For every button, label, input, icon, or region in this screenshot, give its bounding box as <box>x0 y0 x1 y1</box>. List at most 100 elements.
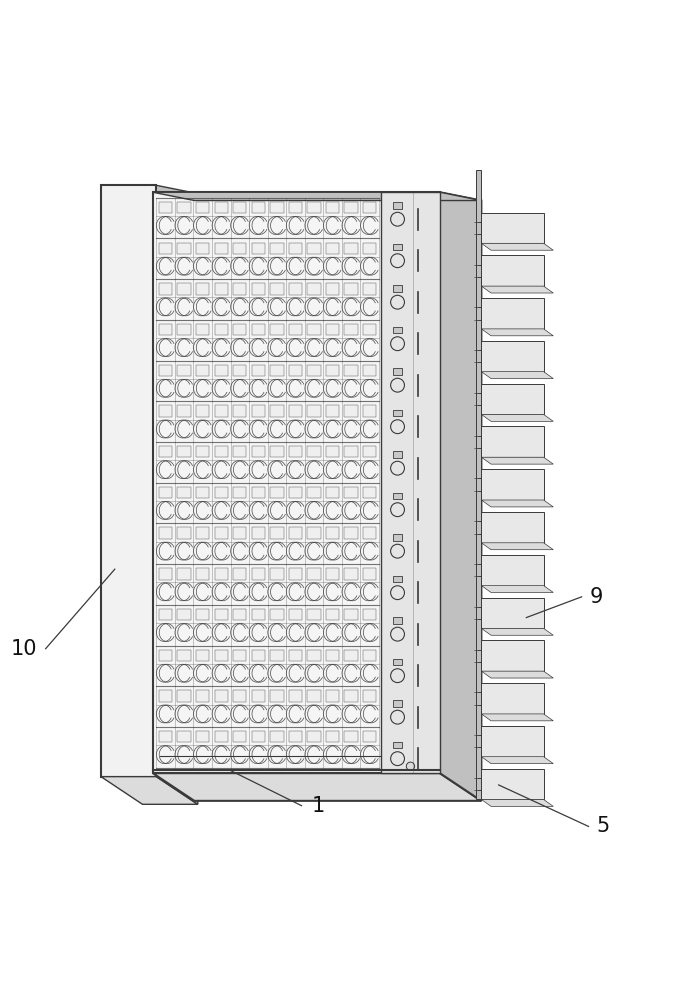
Polygon shape <box>482 298 543 329</box>
Bar <box>363 446 376 457</box>
Polygon shape <box>440 192 482 801</box>
Bar <box>233 365 247 376</box>
Bar <box>177 527 191 539</box>
Text: 9: 9 <box>590 587 604 607</box>
Bar <box>326 568 340 580</box>
Bar <box>270 283 283 295</box>
Bar <box>289 527 302 539</box>
Bar <box>215 405 228 417</box>
Bar <box>326 202 340 213</box>
Bar <box>252 243 265 254</box>
Bar <box>363 202 376 213</box>
Bar <box>177 731 191 742</box>
Bar <box>270 650 283 661</box>
Bar <box>233 690 247 702</box>
Bar <box>177 690 191 702</box>
Bar <box>270 731 283 742</box>
Bar <box>344 243 358 254</box>
Bar <box>270 405 283 417</box>
Bar <box>308 405 321 417</box>
Circle shape <box>406 762 414 770</box>
Polygon shape <box>153 192 482 201</box>
Bar <box>308 690 321 702</box>
Bar <box>233 446 247 457</box>
Polygon shape <box>482 512 543 543</box>
Polygon shape <box>482 586 553 592</box>
Bar <box>393 534 402 541</box>
Bar <box>344 405 358 417</box>
Bar <box>308 446 321 457</box>
Bar <box>196 202 209 213</box>
Bar <box>159 690 173 702</box>
Bar <box>252 365 265 376</box>
Bar <box>308 487 321 498</box>
Bar <box>196 527 209 539</box>
Bar <box>326 283 340 295</box>
Polygon shape <box>482 671 553 678</box>
Bar <box>393 659 402 665</box>
Bar <box>215 731 228 742</box>
Bar <box>308 731 321 742</box>
Bar <box>177 446 191 457</box>
Polygon shape <box>157 185 198 804</box>
Bar <box>233 324 247 335</box>
Bar <box>177 243 191 254</box>
Polygon shape <box>482 372 553 379</box>
Bar <box>215 202 228 213</box>
Bar <box>233 731 247 742</box>
Bar <box>233 283 247 295</box>
Bar <box>326 365 340 376</box>
Bar <box>393 493 402 499</box>
Bar <box>177 487 191 498</box>
Bar <box>252 202 265 213</box>
Bar <box>177 283 191 295</box>
Bar <box>177 609 191 620</box>
Polygon shape <box>101 777 198 804</box>
Bar <box>326 324 340 335</box>
Bar <box>344 527 358 539</box>
Text: 10: 10 <box>11 639 37 659</box>
Bar <box>196 405 209 417</box>
Bar <box>233 609 247 620</box>
Bar <box>159 446 173 457</box>
Bar <box>270 487 283 498</box>
Bar <box>289 446 302 457</box>
Bar <box>270 446 283 457</box>
Bar <box>326 650 340 661</box>
Bar <box>289 365 302 376</box>
Bar <box>215 446 228 457</box>
Polygon shape <box>482 799 553 806</box>
Bar <box>393 576 402 582</box>
Bar <box>270 690 283 702</box>
Bar <box>326 527 340 539</box>
Bar <box>252 283 265 295</box>
Bar <box>326 690 340 702</box>
Bar <box>215 243 228 254</box>
Polygon shape <box>482 555 543 586</box>
Polygon shape <box>101 185 157 777</box>
Bar <box>289 609 302 620</box>
Bar <box>344 690 358 702</box>
Bar <box>363 650 376 661</box>
Bar <box>326 243 340 254</box>
Bar <box>308 283 321 295</box>
Polygon shape <box>482 683 543 714</box>
Bar <box>252 324 265 335</box>
Bar <box>233 650 247 661</box>
Polygon shape <box>482 457 553 464</box>
Bar <box>289 283 302 295</box>
Polygon shape <box>482 598 543 628</box>
Polygon shape <box>482 500 553 507</box>
Bar <box>344 487 358 498</box>
Polygon shape <box>482 414 553 421</box>
Polygon shape <box>482 286 553 293</box>
Bar <box>363 731 376 742</box>
Bar <box>344 446 358 457</box>
Polygon shape <box>482 384 543 414</box>
Bar <box>289 324 302 335</box>
Bar <box>308 365 321 376</box>
Bar <box>159 609 173 620</box>
Bar <box>252 527 265 539</box>
Bar <box>289 487 302 498</box>
Polygon shape <box>476 170 482 799</box>
